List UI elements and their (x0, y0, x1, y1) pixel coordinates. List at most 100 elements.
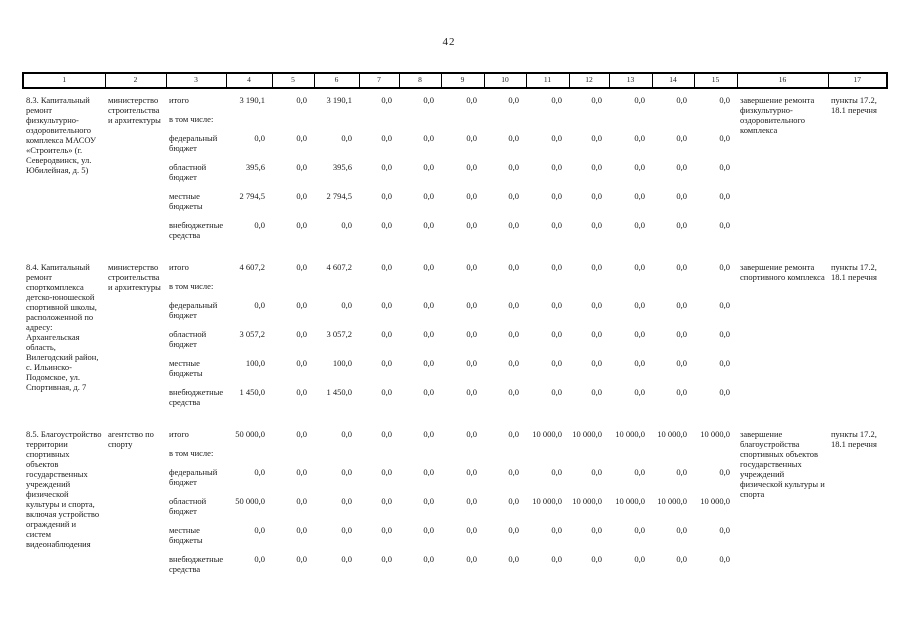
column-number-cell: 1 (22, 72, 106, 89)
amount-cell (569, 114, 609, 133)
budget-label-cell: в том числе: (169, 281, 214, 291)
amount-cell: 0,0 (676, 467, 687, 477)
budget-sub-row: местные бюджеты 2 794,5 0,0 2 794,5 0,0 0,0 0,… (23, 191, 887, 220)
amount-cell: 0,0 (634, 220, 645, 230)
amount-cell: 0,0 (719, 262, 730, 272)
amount-cell (652, 448, 694, 467)
amount-cell: 0,0 (423, 133, 434, 143)
amount-cell: 0,0 (676, 300, 687, 310)
amount-cell: 0,0 (591, 525, 602, 535)
amount-cell: 3 057,2 (326, 329, 353, 339)
amount-cell: 0,0 (381, 467, 392, 477)
amount-cell: 0,0 (634, 95, 645, 105)
amount-cell: 10 000,0 (700, 429, 730, 439)
amount-cell (359, 448, 399, 467)
amount-cell (609, 281, 652, 300)
amount-cell (441, 114, 484, 133)
budget-table: 1 2 3 4 5 6 7 8 9 10 11 12 13 14 15 16 17 8.3. Капитальн… (22, 72, 888, 583)
result-cell: завершение благоустройства спортивных об… (740, 429, 825, 499)
amount-cell: 0,0 (676, 329, 687, 339)
amount-cell: 0,0 (381, 300, 392, 310)
amount-cell: 0,0 (591, 329, 602, 339)
amount-cell: 10 000,0 (657, 496, 687, 506)
amount-cell: 0,0 (381, 162, 392, 172)
amount-cell (272, 281, 314, 300)
amount-cell: 0,0 (719, 525, 730, 535)
amount-cell: 0,0 (381, 387, 392, 397)
amount-cell: 0,0 (591, 162, 602, 172)
amount-cell: 0,0 (296, 525, 307, 535)
amount-cell: 0,0 (341, 467, 352, 477)
amount-cell (569, 448, 609, 467)
amount-cell: 0,0 (254, 467, 265, 477)
amount-cell: 0,0 (676, 220, 687, 230)
amount-cell: 395,6 (332, 162, 352, 172)
amount-cell: 0,0 (508, 429, 519, 439)
amount-cell: 0,0 (676, 358, 687, 368)
column-number-cell: 8 (398, 72, 442, 89)
amount-cell: 0,0 (466, 429, 477, 439)
amount-cell: 0,0 (634, 262, 645, 272)
column-number-cell: 5 (271, 72, 315, 89)
amount-cell: 0,0 (296, 554, 307, 564)
amount-cell: 0,0 (466, 387, 477, 397)
amount-cell: 0,0 (466, 525, 477, 535)
amount-cell: 0,0 (676, 162, 687, 172)
column-number-cell: 15 (693, 72, 738, 89)
budget-sub-row: федеральный бюджет 0,0 0,0 0,0 0,0 0,0 0,0 0,0 0… (23, 133, 887, 162)
budget-label-cell: итого (169, 429, 189, 439)
amount-cell: 1 450,0 (239, 387, 266, 397)
amount-cell: 0,0 (423, 387, 434, 397)
budget-sub-row: местные бюджеты 100,0 0,0 100,0 0,0 0,0 0,0 0,0… (23, 358, 887, 387)
amount-cell: 0,0 (508, 220, 519, 230)
amount-cell: 0,0 (381, 220, 392, 230)
amount-cell: 10 000,0 (657, 429, 687, 439)
budget-sub-row: в том числе: (23, 281, 887, 300)
amount-cell: 0,0 (719, 358, 730, 368)
amount-cell (399, 448, 441, 467)
amount-cell: 0,0 (551, 95, 562, 105)
amount-cell: 0,0 (634, 554, 645, 564)
budget-label-cell: областной бюджет (169, 496, 207, 516)
amount-cell: 0,0 (423, 525, 434, 535)
amount-cell: 0,0 (551, 525, 562, 535)
amount-cell: 0,0 (381, 262, 392, 272)
amount-cell: 0,0 (719, 95, 730, 105)
amount-cell: 100,0 (245, 358, 265, 368)
amount-cell: 0,0 (254, 300, 265, 310)
amount-cell: 10 000,0 (615, 429, 645, 439)
amount-cell: 0,0 (381, 358, 392, 368)
amount-cell (399, 281, 441, 300)
amount-cell: 0,0 (634, 358, 645, 368)
amount-cell: 0,0 (676, 387, 687, 397)
amount-cell: 0,0 (551, 329, 562, 339)
amount-cell (694, 281, 737, 300)
amount-cell (359, 281, 399, 300)
budget-label-cell: федеральный бюджет (169, 133, 218, 153)
amount-cell: 10 000,0 (572, 429, 602, 439)
amount-cell: 0,0 (381, 191, 392, 201)
amount-cell: 0,0 (341, 554, 352, 564)
budget-sub-row: областной бюджет 50 000,0 0,0 0,0 0,0 0,0 0,0 0… (23, 496, 887, 525)
budget-label-cell: внебюджетные средства (169, 220, 224, 240)
budget-label-cell: федеральный бюджет (169, 467, 218, 487)
amount-cell: 0,0 (634, 387, 645, 397)
amount-cell: 0,0 (466, 191, 477, 201)
amount-cell: 0,0 (296, 429, 307, 439)
executor-cell: министерство строительства и архитектуры (108, 95, 161, 125)
amount-cell: 3 190,1 (326, 95, 353, 105)
amount-cell (609, 448, 652, 467)
amount-cell (314, 114, 359, 133)
amount-cell: 1 450,0 (326, 387, 353, 397)
amount-cell (359, 114, 399, 133)
amount-cell: 0,0 (296, 387, 307, 397)
amount-cell: 0,0 (508, 162, 519, 172)
amount-cell: 0,0 (551, 358, 562, 368)
amount-cell: 0,0 (508, 496, 519, 506)
amount-cell: 0,0 (466, 133, 477, 143)
budget-label-cell: областной бюджет (169, 162, 207, 182)
amount-cell: 0,0 (341, 300, 352, 310)
amount-cell: 0,0 (296, 496, 307, 506)
amount-cell: 0,0 (591, 262, 602, 272)
amount-cell: 0,0 (341, 525, 352, 535)
